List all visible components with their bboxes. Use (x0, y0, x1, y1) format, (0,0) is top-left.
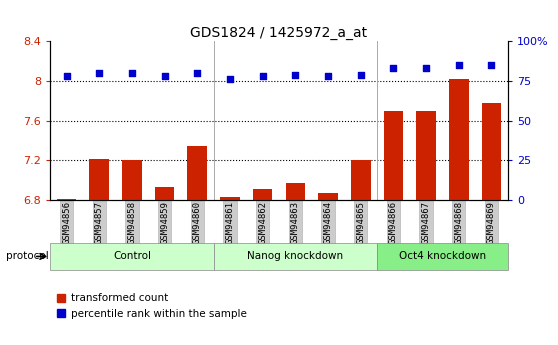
Point (389, 66, 398, 71)
Point (291, 72, 300, 78)
Point (62, 73, 71, 79)
Text: Oct4 knockdown: Oct4 knockdown (399, 252, 486, 262)
Text: Nanog knockdown: Nanog knockdown (247, 252, 343, 262)
Point (225, 77, 234, 82)
Title: GDS1824 / 1425972_a_at: GDS1824 / 1425972_a_at (190, 26, 368, 40)
Text: Control: Control (113, 252, 151, 262)
Bar (351, 160, 371, 200)
Bar (482, 103, 501, 200)
Point (422, 66, 431, 71)
Bar (57, 199, 76, 200)
Bar (187, 146, 207, 200)
Point (324, 73, 333, 79)
Bar (286, 183, 305, 200)
Bar (122, 160, 142, 200)
Point (258, 73, 267, 79)
FancyBboxPatch shape (377, 243, 508, 270)
Point (487, 62, 496, 68)
Text: protocol: protocol (6, 252, 49, 262)
Bar (155, 187, 175, 200)
Bar (220, 197, 240, 200)
FancyBboxPatch shape (214, 243, 377, 270)
Bar (253, 189, 272, 200)
Bar (383, 111, 403, 200)
Bar (318, 193, 338, 200)
Point (454, 62, 463, 68)
Point (127, 70, 136, 76)
FancyBboxPatch shape (50, 243, 214, 270)
Bar (89, 159, 109, 200)
Legend: transformed count, percentile rank within the sample: transformed count, percentile rank withi… (55, 294, 247, 319)
Point (160, 73, 169, 79)
Point (356, 72, 365, 78)
Bar (449, 79, 469, 200)
Bar (416, 111, 436, 200)
Point (95, 70, 104, 76)
Point (193, 70, 202, 76)
